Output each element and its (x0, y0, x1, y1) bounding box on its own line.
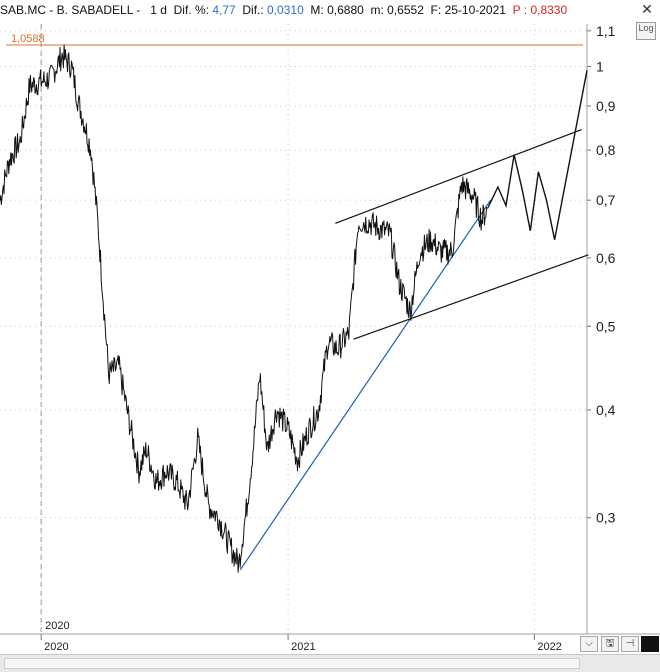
x-tick-label: 2021 (291, 641, 315, 653)
uptrend-line (239, 199, 492, 571)
chart-header: SAB.MC - B. SABADELL - 1 d Dif. %: 4,77 … (0, 0, 636, 20)
vertical-marker: 2020 (40, 24, 70, 634)
bottom-scrollbar (0, 654, 660, 672)
date-value: 25-10-2021 (444, 3, 506, 17)
save-icon[interactable]: 🖫 (601, 636, 619, 652)
x-tick-label: 2020 (44, 641, 68, 653)
y-tick-label: 0,6 (596, 250, 616, 266)
drawn-lines (239, 70, 589, 571)
dif-pct-value: 4,77 (212, 3, 236, 17)
y-tick-label: 0,3 (596, 510, 616, 526)
vertical-marker-label: 2020 (45, 620, 69, 632)
annotations: 1,0588 (6, 33, 583, 46)
min-label: m: (370, 3, 384, 17)
y-tick-label: 0,4 (596, 402, 616, 418)
y-tick-label: 1,1 (596, 23, 616, 39)
scrollbar-track[interactable] (4, 658, 580, 669)
grid (0, 24, 587, 634)
price-line (0, 44, 489, 573)
log-scale-button[interactable]: Log (636, 22, 656, 40)
dif-label: Dif.: (242, 3, 264, 17)
dif-value: 0,0310 (267, 3, 304, 17)
channel-lower-line (353, 254, 589, 340)
collapse-icon[interactable]: ⌵ (580, 636, 598, 652)
x-axis-ticks: 2020 2021 2022 (40, 634, 562, 653)
projection-path (487, 70, 588, 240)
x-tick-label: 2022 (537, 641, 561, 653)
date-label: F: (430, 3, 442, 17)
close-icon[interactable]: ✕ (641, 1, 653, 17)
max-value: 0,6880 (327, 3, 364, 17)
y-tick-label: 0,8 (596, 142, 616, 158)
y-tick-label: 1 (596, 58, 604, 74)
max-label: M: (310, 3, 324, 17)
color-swatch-button[interactable] (641, 636, 659, 652)
y-tick-label: 0,5 (596, 318, 616, 334)
dif-pct-label: Dif. %: (173, 3, 209, 17)
y-axis-ticks: 1,1 1 0,9 0,8 0,7 0,6 0,5 0,4 0,3 (587, 23, 616, 526)
resistance-label: 1,0588 (11, 33, 45, 45)
period-label: 1 d (150, 3, 167, 17)
price-chart: 1,1 1 0,9 0,8 0,7 0,6 0,5 0,4 0,3 2020 2021 2022 2… (0, 23, 660, 653)
price-value: 0,8330 (530, 3, 568, 17)
symbol-label: SAB.MC - B. SABADELL - (0, 3, 141, 17)
price-label: P : (512, 3, 528, 17)
pin-icon[interactable]: ⊣ (621, 636, 639, 652)
y-tick-label: 0,7 (596, 192, 616, 208)
channel-upper-line (335, 129, 582, 224)
min-value: 0,6552 (387, 3, 424, 17)
y-tick-label: 0,9 (596, 98, 616, 114)
price-series (0, 44, 489, 573)
